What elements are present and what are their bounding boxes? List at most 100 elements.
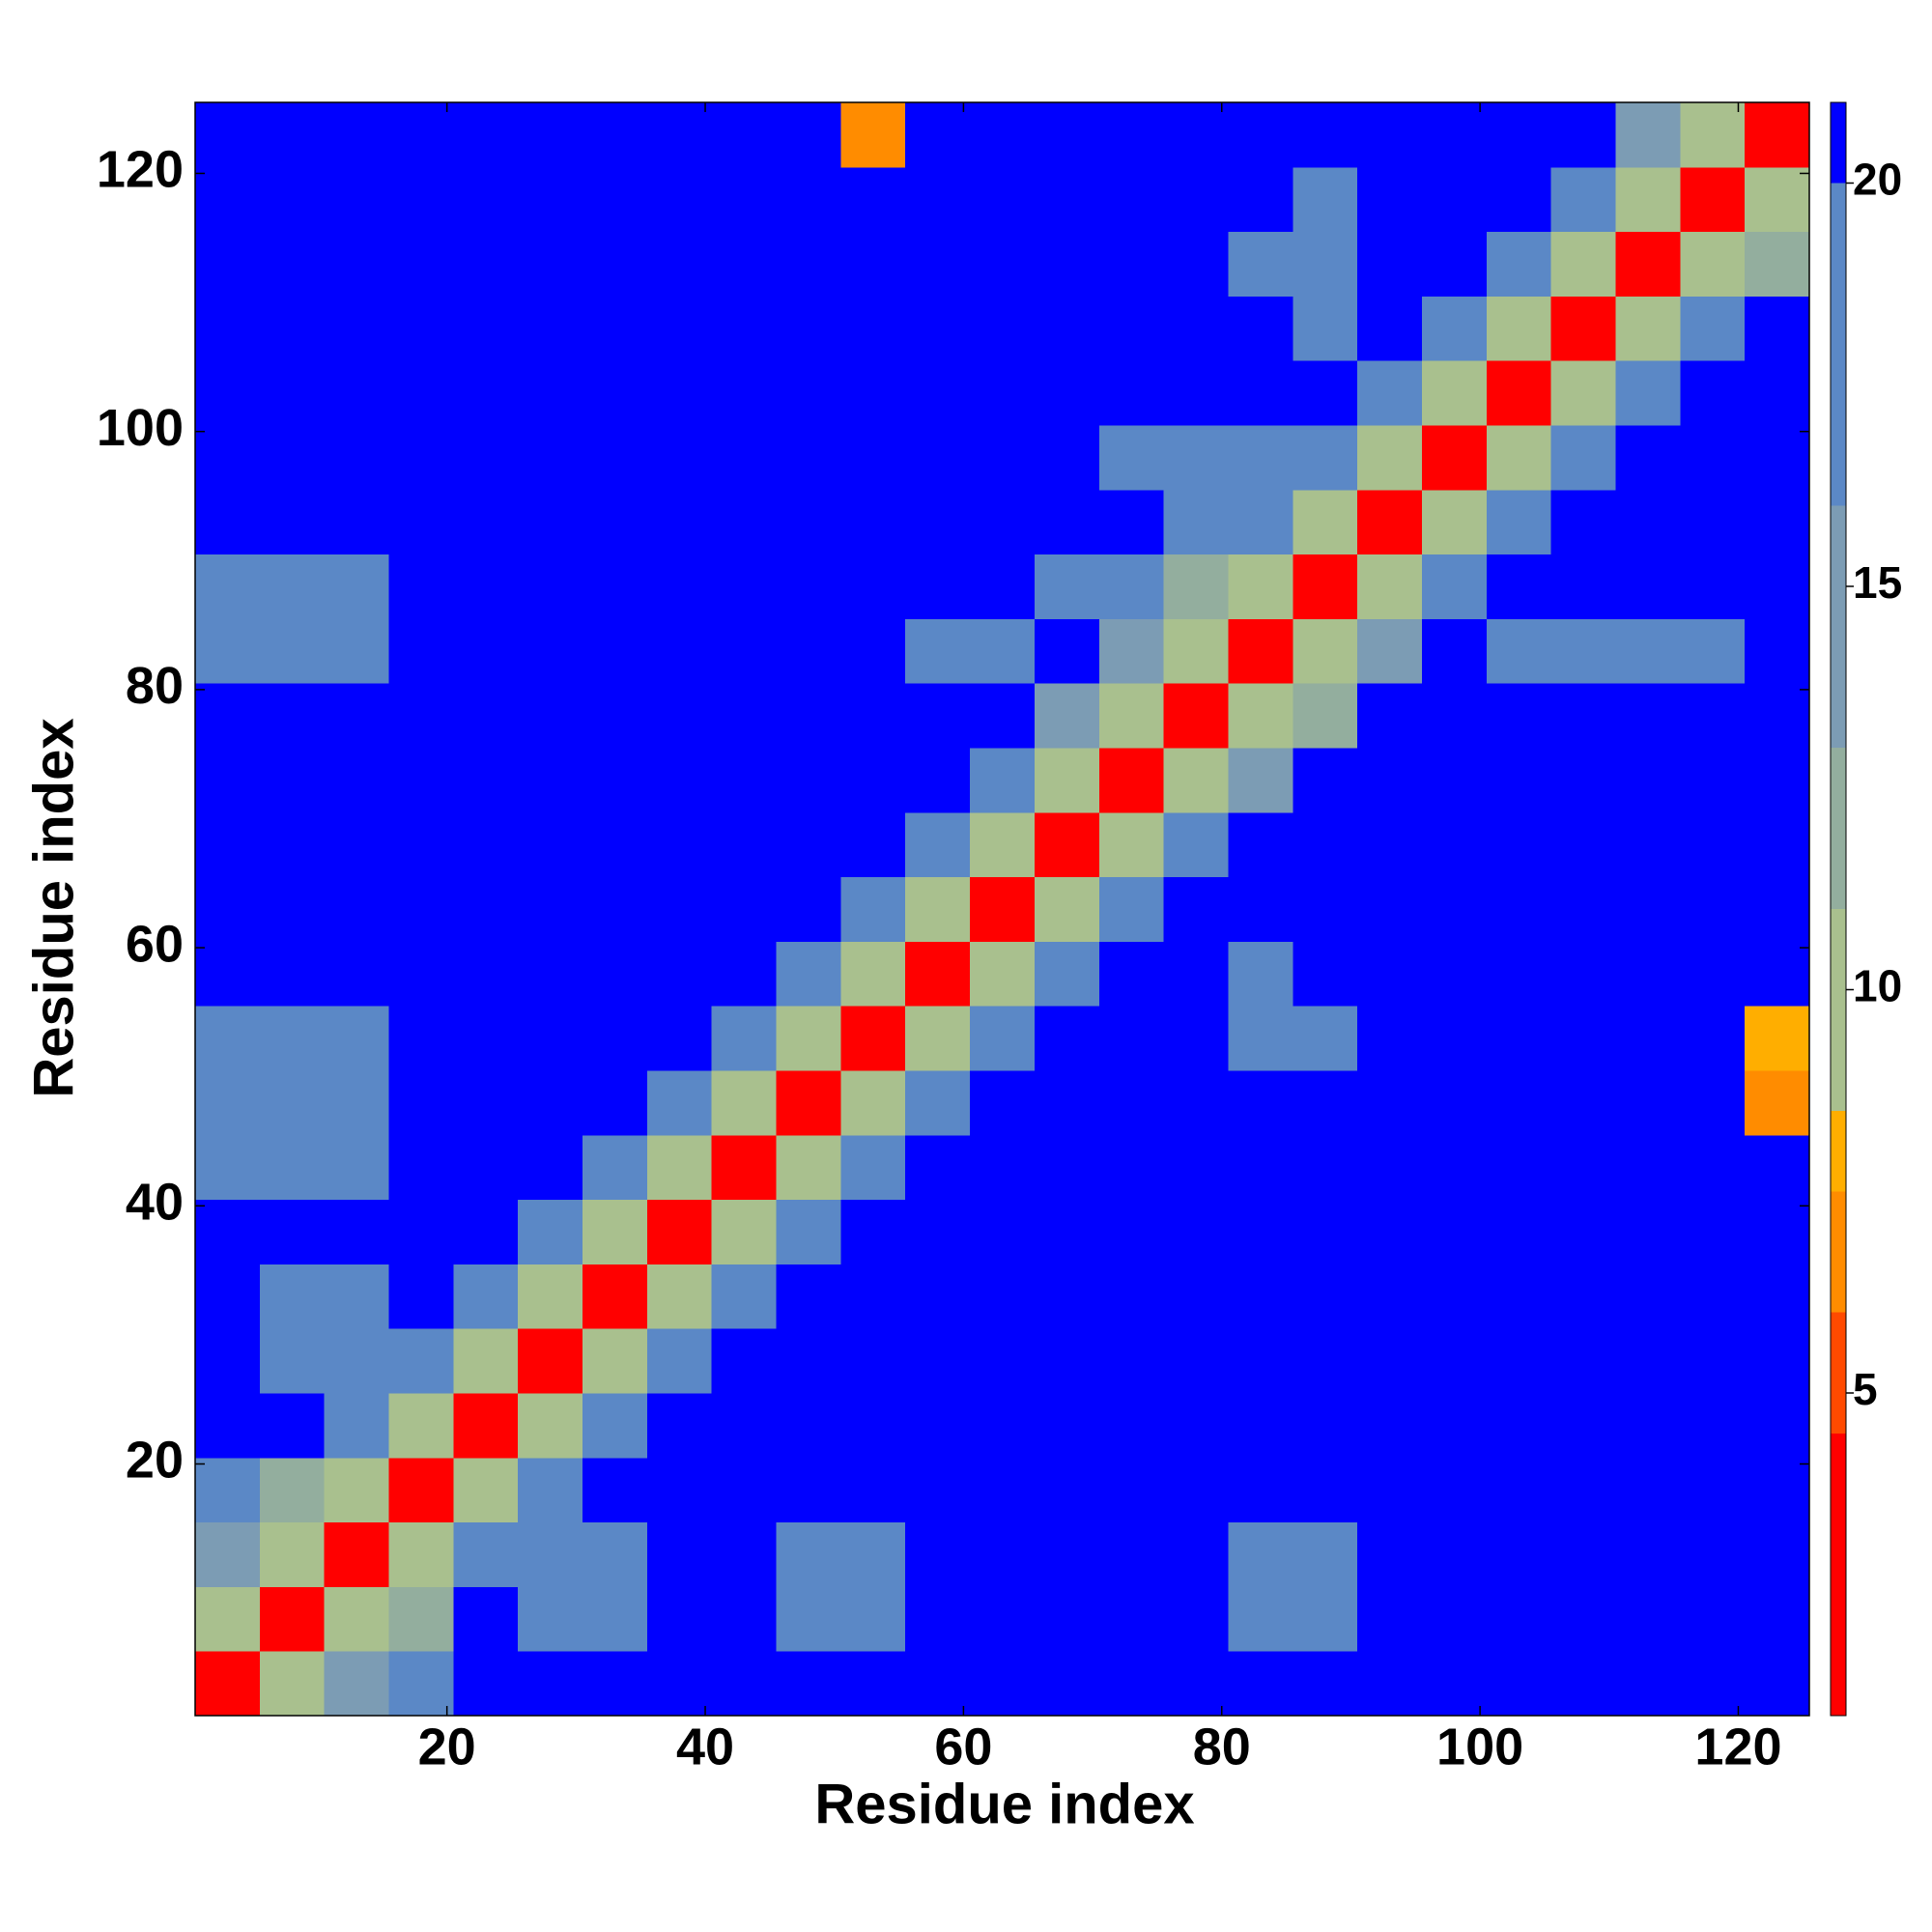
- heatmap-cell: [195, 683, 261, 749]
- heatmap-cell: [1745, 166, 1810, 233]
- heatmap-cell: [1163, 1457, 1229, 1523]
- heatmap-cell: [1680, 360, 1746, 426]
- heatmap-cell: [1098, 489, 1165, 555]
- heatmap-cell: [776, 618, 841, 684]
- heatmap-cell: [518, 1134, 583, 1201]
- heatmap-cell: [259, 1199, 326, 1264]
- heatmap-cell: [1034, 296, 1100, 361]
- heatmap-cell: [1486, 683, 1552, 749]
- heatmap-cell: [582, 296, 648, 361]
- heatmap-cell: [1034, 166, 1100, 233]
- heatmap-cell: [1228, 425, 1293, 491]
- heatmap-cell: [453, 748, 519, 813]
- heatmap-cell: [1615, 1586, 1681, 1652]
- heatmap-cell: [582, 1006, 648, 1071]
- heatmap-cell: [1098, 231, 1165, 297]
- heatmap-cell: [582, 1328, 648, 1394]
- heatmap-cell: [1680, 1521, 1746, 1587]
- heatmap-cell: [776, 1006, 841, 1071]
- heatmap-cell: [1421, 166, 1488, 233]
- heatmap-cell: [646, 1328, 713, 1394]
- heatmap-cell: [1163, 554, 1229, 619]
- heatmap-cell: [1680, 1651, 1746, 1717]
- heatmap-cell: [1550, 811, 1616, 878]
- heatmap-cell: [1098, 1393, 1165, 1459]
- heatmap-cell: [1034, 1199, 1100, 1264]
- heatmap-cell: [970, 166, 1036, 233]
- heatmap-cell: [1680, 166, 1746, 233]
- heatmap-cell: [1228, 231, 1293, 297]
- heatmap-cell: [1163, 425, 1229, 491]
- heatmap-cell: [1293, 425, 1358, 491]
- heatmap-cell: [1098, 1006, 1165, 1071]
- heatmap-cell: [711, 1134, 778, 1201]
- heatmap-cell: [1680, 748, 1746, 813]
- heatmap-cell: [1098, 1586, 1165, 1652]
- heatmap-cell: [1550, 296, 1616, 361]
- heatmap-cell: [970, 1328, 1036, 1394]
- heatmap-cell: [453, 425, 519, 491]
- heatmap-cell: [905, 296, 971, 361]
- heatmap-cell: [1680, 1264, 1746, 1329]
- heatmap-cell: [1745, 1328, 1810, 1394]
- heatmap-cell: [905, 425, 971, 491]
- heatmap-cell: [1293, 683, 1358, 749]
- heatmap-cell: [970, 231, 1036, 297]
- heatmap-cell: [1293, 618, 1358, 684]
- heatmap-cell: [1163, 1586, 1229, 1652]
- heatmap-cell: [259, 166, 326, 233]
- heatmap-cell: [324, 1521, 390, 1587]
- heatmap-cell: [1550, 360, 1616, 426]
- heatmap-cell: [195, 360, 261, 426]
- heatmap-cell: [1486, 231, 1552, 297]
- heatmap-cell: [776, 102, 841, 168]
- heatmap-cell: [518, 1328, 583, 1394]
- heatmap-cell: [646, 748, 713, 813]
- heatmap-cell: [1680, 231, 1746, 297]
- heatmap-cell: [259, 748, 326, 813]
- heatmap-cell: [1615, 1070, 1681, 1136]
- heatmap-cell: [646, 683, 713, 749]
- heatmap-cell: [259, 231, 326, 297]
- heatmap-cell: [905, 1521, 971, 1587]
- heatmap-cell: [1293, 941, 1358, 1007]
- heatmap-cell: [970, 683, 1036, 749]
- heatmap-cell: [388, 1199, 454, 1264]
- heatmap-cell: [1098, 1651, 1165, 1717]
- heatmap-cell: [453, 1521, 519, 1587]
- heatmap-cell: [1163, 296, 1229, 361]
- heatmap-cell: [1228, 1070, 1293, 1136]
- heatmap-cell: [646, 1070, 713, 1136]
- heatmap-cell: [711, 748, 778, 813]
- heatmap-cell: [1550, 683, 1616, 749]
- heatmap-cell: [1421, 941, 1488, 1007]
- heatmap-cell: [453, 166, 519, 233]
- heatmap-cell: [453, 1264, 519, 1329]
- heatmap-cell: [1615, 941, 1681, 1007]
- colorbar-band: [1831, 102, 1846, 184]
- heatmap-cell: [1163, 102, 1229, 168]
- heatmap-cell: [1357, 811, 1423, 878]
- heatmap-cell: [1228, 811, 1293, 878]
- heatmap-cell: [1357, 231, 1423, 297]
- heatmap-cell: [324, 166, 390, 233]
- heatmap-cell: [1421, 1264, 1488, 1329]
- heatmap-cell: [1680, 1134, 1746, 1201]
- heatmap-cell: [1034, 1651, 1100, 1717]
- heatmap-cell: [518, 1521, 583, 1587]
- heatmap-cell: [1486, 1586, 1552, 1652]
- heatmap-cell: [1293, 489, 1358, 555]
- heatmap-cell: [905, 1328, 971, 1394]
- heatmap-cell: [646, 1586, 713, 1652]
- heatmap-cell: [582, 425, 648, 491]
- heatmap-cell: [453, 876, 519, 942]
- heatmap-cell: [1098, 554, 1165, 619]
- heatmap-cell: [259, 618, 326, 684]
- heatmap-cell: [1357, 683, 1423, 749]
- heatmap-cell: [324, 1199, 390, 1264]
- heatmap-cell: [1680, 1393, 1746, 1459]
- heatmap-cell: [711, 425, 778, 491]
- heatmap-cell: [776, 296, 841, 361]
- heatmap-cell: [840, 231, 906, 297]
